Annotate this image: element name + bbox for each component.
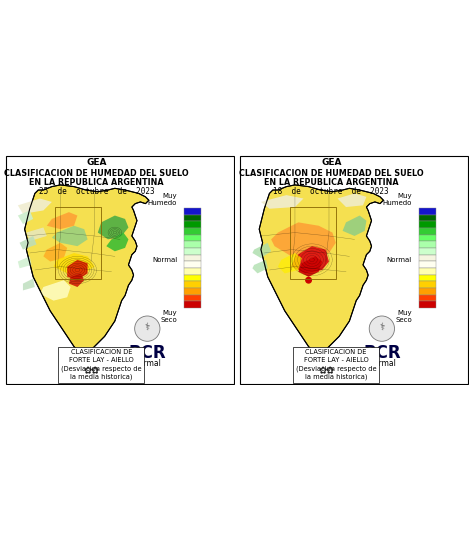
Polygon shape [19, 236, 36, 249]
Text: Normal: Normal [386, 257, 412, 263]
Polygon shape [298, 256, 322, 277]
Text: Muy
Humedo: Muy Humedo [148, 193, 177, 206]
Polygon shape [25, 185, 149, 353]
Circle shape [135, 316, 160, 341]
Text: 25  de  octubre  de  2023: 25 de octubre de 2023 [39, 187, 155, 196]
Polygon shape [261, 195, 303, 209]
Bar [184, 301, 201, 308]
Text: Muy
Humedo: Muy Humedo [383, 193, 412, 206]
Text: 18  de  octubre  de  2023: 18 de octubre de 2023 [273, 187, 389, 196]
Bar [419, 288, 436, 295]
Bar [184, 254, 201, 261]
Polygon shape [23, 279, 35, 291]
Polygon shape [40, 280, 71, 301]
Bar [184, 295, 201, 301]
Bar [184, 241, 201, 248]
Bar [419, 248, 436, 254]
Bar [419, 275, 436, 281]
Text: Normal: Normal [133, 359, 161, 368]
Text: GEA: GEA [321, 158, 342, 167]
Bar [184, 281, 201, 288]
Polygon shape [271, 222, 336, 260]
Polygon shape [259, 185, 383, 353]
Polygon shape [106, 233, 128, 251]
Bar [184, 214, 201, 221]
Polygon shape [98, 215, 128, 239]
Bar [419, 214, 436, 221]
Bar [419, 254, 436, 261]
Text: GEA: GEA [86, 158, 107, 167]
Bar [419, 301, 436, 308]
Bar [419, 241, 436, 248]
Bar [184, 248, 201, 254]
Text: BCR: BCR [363, 343, 401, 362]
Polygon shape [278, 253, 302, 273]
Text: Muy
Seco: Muy Seco [161, 310, 177, 323]
Polygon shape [47, 212, 77, 229]
Polygon shape [18, 199, 52, 214]
Bar [184, 221, 201, 228]
Polygon shape [18, 256, 31, 268]
Bar [419, 268, 436, 275]
Polygon shape [253, 260, 268, 273]
Bar [419, 261, 436, 268]
Bar [419, 208, 436, 214]
Text: Normal: Normal [152, 257, 177, 263]
Polygon shape [67, 260, 88, 280]
Bar [55, 207, 101, 279]
Polygon shape [69, 273, 84, 287]
Bar [290, 207, 336, 279]
Polygon shape [253, 243, 271, 258]
Bar [184, 208, 201, 214]
Polygon shape [18, 211, 33, 224]
Bar [184, 288, 201, 295]
Bar [184, 261, 201, 268]
Bar [184, 275, 201, 281]
Bar [184, 228, 201, 234]
Circle shape [369, 316, 394, 341]
Polygon shape [52, 226, 88, 246]
Bar [184, 268, 201, 275]
Bar [184, 234, 201, 241]
Bar [419, 221, 436, 228]
Text: CLASIFICACION DE
FORTE LAY - AIELLO
(Desviacion respecto de
la media historica): CLASIFICACION DE FORTE LAY - AIELLO (Des… [61, 349, 142, 380]
Polygon shape [343, 215, 366, 236]
Text: Normal: Normal [368, 359, 396, 368]
Circle shape [306, 278, 311, 283]
Text: ⚕: ⚕ [379, 322, 384, 332]
Bar [419, 234, 436, 241]
Text: EN LA REPUBLICA ARGENTINA: EN LA REPUBLICA ARGENTINA [264, 178, 399, 187]
Text: BCR: BCR [128, 343, 166, 362]
Text: EN LA REPUBLICA ARGENTINA: EN LA REPUBLICA ARGENTINA [29, 178, 164, 187]
Text: ✿✿: ✿✿ [319, 366, 335, 376]
Text: CLASIFICACION DE HUMEDAD DEL SUELO: CLASIFICACION DE HUMEDAD DEL SUELO [239, 169, 424, 178]
Bar [419, 228, 436, 234]
Text: Muy
Seco: Muy Seco [395, 310, 412, 323]
Text: ⚕: ⚕ [145, 322, 150, 332]
Bar [419, 295, 436, 301]
Bar [419, 281, 436, 288]
Polygon shape [27, 227, 47, 241]
Text: CLASIFICACION DE HUMEDAD DEL SUELO: CLASIFICACION DE HUMEDAD DEL SUELO [4, 169, 189, 178]
Text: ✿✿: ✿✿ [84, 366, 100, 376]
Polygon shape [44, 243, 67, 261]
Polygon shape [54, 253, 94, 273]
Text: CLASIFICACION DE
FORTE LAY - AIELLO
(Desviacion respecto de
la media historica): CLASIFICACION DE FORTE LAY - AIELLO (Des… [296, 349, 376, 380]
Polygon shape [337, 193, 366, 207]
Polygon shape [292, 246, 329, 273]
